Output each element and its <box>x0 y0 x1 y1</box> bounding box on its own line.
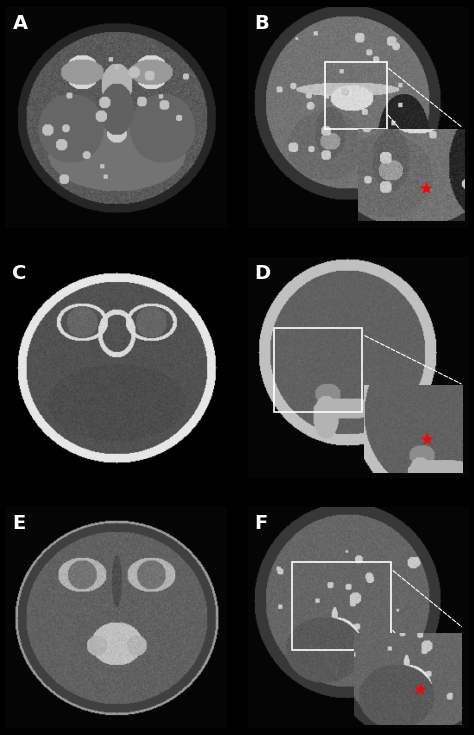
Text: D: D <box>254 264 270 283</box>
Text: ★: ★ <box>413 681 428 699</box>
Text: F: F <box>254 514 267 533</box>
Text: ★: ★ <box>420 431 435 449</box>
Bar <box>274 328 362 412</box>
Bar <box>325 62 386 129</box>
Text: C: C <box>12 264 27 283</box>
Text: B: B <box>254 14 269 33</box>
Bar <box>292 562 391 650</box>
Text: E: E <box>12 514 26 533</box>
Text: A: A <box>12 14 27 33</box>
Text: ★: ★ <box>419 180 434 198</box>
